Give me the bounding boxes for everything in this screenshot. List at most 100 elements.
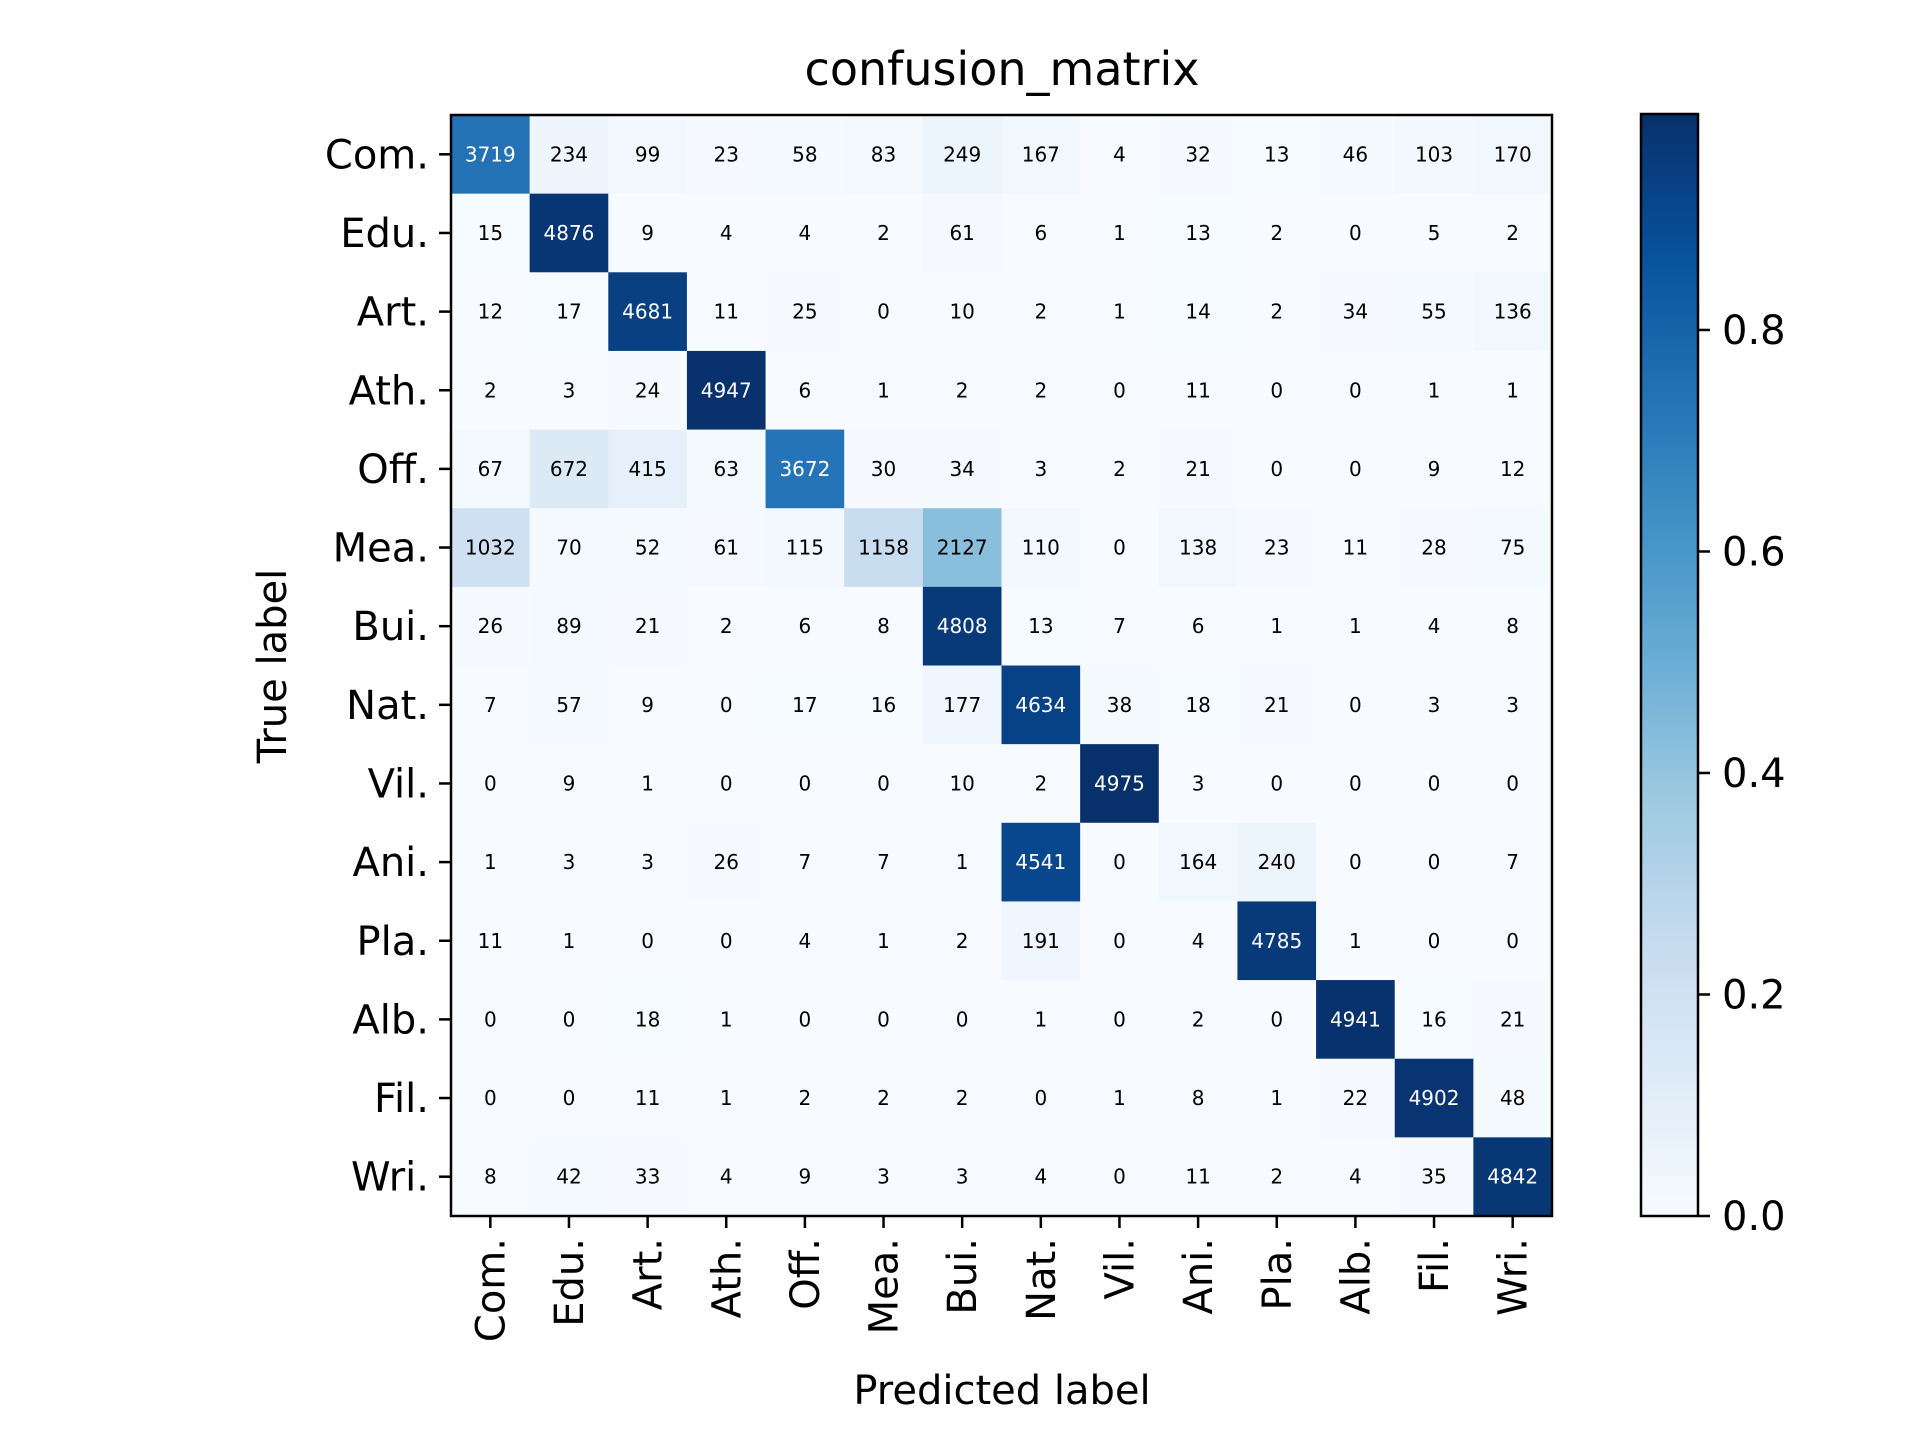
cell-value-label: 0 [1428, 771, 1441, 795]
cell-value-label: 4808 [937, 614, 988, 638]
heatmap-cell [1158, 193, 1239, 273]
cell-value-label: 2 [1034, 300, 1047, 324]
cell-value-label: 0 [877, 300, 890, 324]
cell-value-label: 0 [484, 1086, 497, 1110]
heatmap-cell [922, 901, 1003, 981]
heatmap-cell [1394, 1137, 1474, 1217]
cell-value-label: 1 [877, 378, 890, 402]
heatmap-cell [765, 901, 845, 981]
cell-value-label: 4785 [1251, 929, 1302, 953]
x-tick-label: Edu. [547, 1238, 593, 1327]
heatmap-cell [686, 350, 767, 431]
heatmap-cell [1158, 1058, 1239, 1138]
heatmap-cell [451, 586, 531, 667]
cell-value-label: 4 [720, 221, 733, 245]
heatmap-cell [1237, 508, 1317, 588]
cell-value-label: 0 [1506, 929, 1519, 953]
cell-value-label: 0 [563, 1086, 576, 1110]
cell-value-label: 170 [1494, 142, 1532, 166]
cell-value-label: 12 [478, 300, 503, 324]
heatmap-cell [844, 272, 924, 352]
heatmap-cell [529, 980, 609, 1060]
heatmap-cell [1473, 193, 1553, 273]
cell-value-label: 8 [1506, 614, 1519, 638]
cell-value-label: 1 [720, 1007, 733, 1031]
cell-value-label: 1 [1113, 221, 1126, 245]
heatmap-cell [608, 429, 688, 509]
cell-value-label: 2 [877, 221, 890, 245]
heatmap-cell [922, 193, 1003, 273]
cell-value-label: 2 [799, 1086, 812, 1110]
heatmap-cell [529, 901, 609, 981]
cell-value-label: 52 [635, 536, 660, 560]
cell-value-label: 13 [1264, 142, 1289, 166]
cell-value-label: 0 [1270, 457, 1283, 481]
heatmap-cell [608, 586, 688, 667]
x-tick-label: Vil. [1097, 1238, 1143, 1299]
cell-value-label: 0 [877, 771, 890, 795]
heatmap-cell [686, 665, 767, 745]
heatmap-cell [529, 115, 609, 195]
heatmap-cell [922, 665, 1003, 745]
heatmap-cell [1394, 1058, 1474, 1138]
heatmap-cell [686, 1058, 767, 1138]
heatmap-cell [1158, 586, 1239, 667]
heatmap-cell [608, 665, 688, 745]
plot-frame [449, 113, 1554, 1218]
cell-value-label: 0 [877, 1007, 890, 1031]
cell-value-label: 2 [1192, 1007, 1205, 1031]
heatmap-cells [451, 115, 1553, 1217]
heatmap-cell [844, 1137, 924, 1217]
y-tick-label: Nat. [346, 683, 429, 729]
cell-value-label: 0 [1349, 457, 1362, 481]
cell-value-label: 58 [792, 142, 817, 166]
heatmap-cell [529, 1058, 609, 1138]
heatmap-cell [451, 744, 531, 824]
heatmap-cell [608, 1137, 688, 1217]
cell-value-label: 191 [1022, 929, 1060, 953]
heatmap-cell [844, 1058, 924, 1138]
y-tick-label: Off. [357, 447, 429, 493]
heatmap-cell [1080, 744, 1160, 824]
heatmap-cell [765, 350, 845, 431]
cell-value-label: 0 [1113, 850, 1126, 874]
heatmap-cell [686, 115, 767, 195]
heatmap-cell [1237, 429, 1317, 509]
cell-value-label: 3719 [465, 142, 516, 166]
cell-value-label: 0 [1349, 693, 1362, 717]
heatmap-cell [451, 115, 531, 195]
heatmap-cell [1080, 272, 1160, 352]
cell-value-label: 15 [478, 221, 503, 245]
heatmap-cell [1080, 1137, 1160, 1217]
cell-value-label: 164 [1179, 850, 1217, 874]
cell-value-label: 23 [714, 142, 739, 166]
heatmap-cell [1394, 980, 1474, 1060]
cell-value-label: 0 [1113, 536, 1126, 560]
cell-value-label: 3 [563, 378, 576, 402]
heatmap-cell [1316, 586, 1396, 667]
heatmap-cell [1001, 272, 1081, 352]
heatmap-cell [1080, 350, 1160, 431]
heatmap-cell [1001, 429, 1081, 509]
heatmap-cell [686, 1137, 767, 1217]
cell-value-label: 1 [956, 850, 969, 874]
x-tick-label: Off. [783, 1238, 829, 1310]
cell-value-label: 75 [1500, 536, 1525, 560]
cell-value-label: 4 [1034, 1165, 1047, 1189]
cell-value-label: 16 [871, 693, 896, 717]
cell-value-label: 1 [484, 850, 497, 874]
cell-value-label: 11 [714, 300, 739, 324]
cell-value-label: 1158 [858, 536, 909, 560]
y-tick-label: Art. [357, 290, 429, 336]
heatmap-cell [765, 586, 845, 667]
heatmap-cell [1473, 665, 1553, 745]
cell-value-label: 0 [1034, 1086, 1047, 1110]
cell-value-label: 8 [484, 1165, 497, 1189]
cell-value-label: 0 [1113, 929, 1126, 953]
cell-value-label: 9 [563, 771, 576, 795]
cell-value-label: 67 [478, 457, 503, 481]
cell-value-label: 1 [1428, 378, 1441, 402]
heatmap-cell [844, 586, 924, 667]
